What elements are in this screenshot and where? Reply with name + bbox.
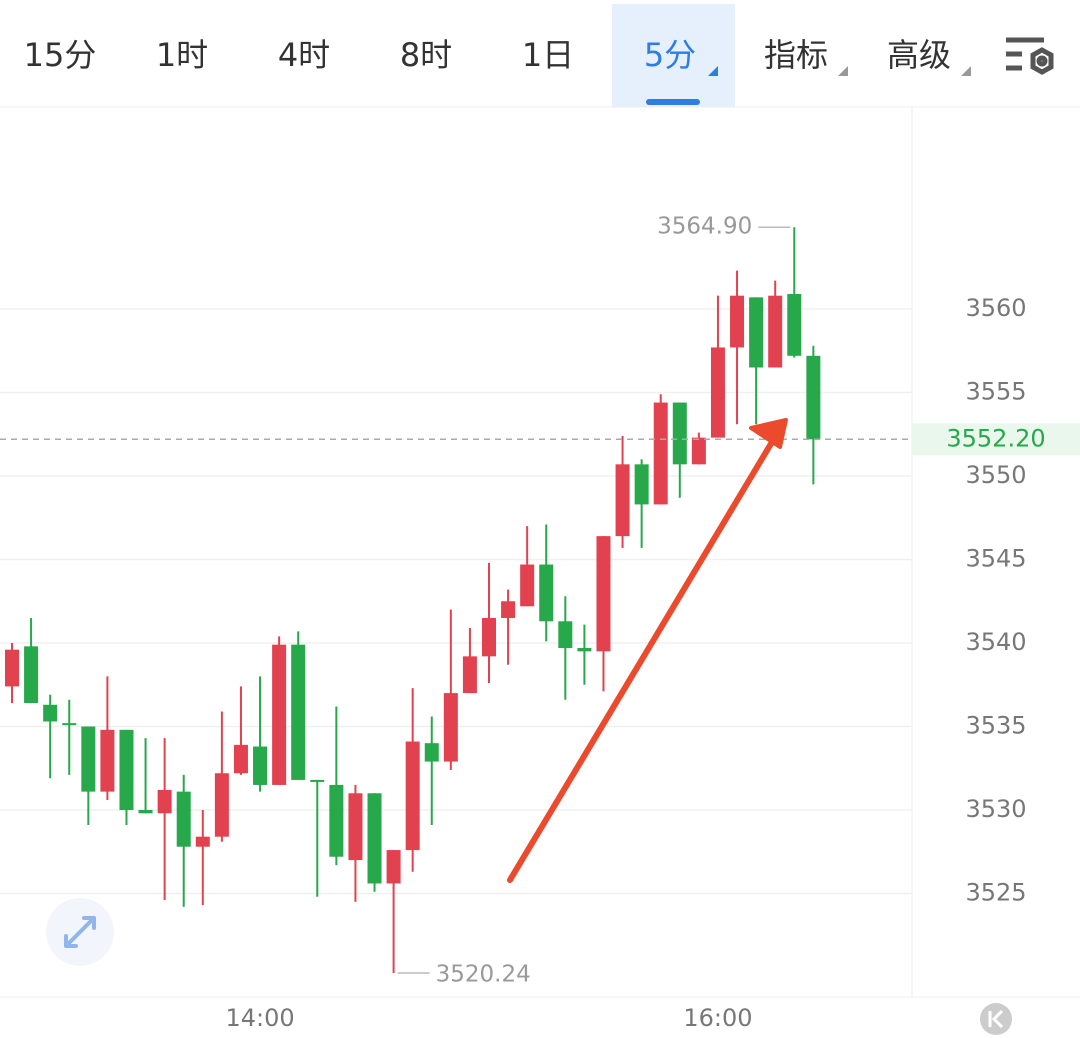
candle-body [367,793,382,884]
tab[interactable]: 4时 [278,36,330,74]
candle-body [5,649,19,687]
tab[interactable]: 1时 [156,36,208,74]
candle-body [233,744,248,774]
candle-body [176,791,191,847]
candle-body [24,646,39,704]
dropdown-caret [961,66,971,76]
candle-body [272,644,287,785]
x-tick-label: 16:00 [683,1004,752,1032]
candle-body [138,809,153,814]
tab[interactable]: 15分 [24,36,97,74]
dropdown-caret [838,66,848,76]
candle-body [100,729,115,792]
candle-body [768,295,783,368]
last-price-label: 3552.20 [946,424,1045,452]
candle-body [62,723,77,726]
x-tick-label: 14:00 [225,1004,294,1032]
scroll-button[interactable] [980,1003,1012,1035]
candle-body [539,564,554,622]
tab[interactable]: 8时 [400,36,452,74]
candle-body [482,617,496,657]
active-tab-bg [612,4,735,107]
max-label: 3564.90 [657,214,752,240]
candle-body [634,464,649,505]
candle-body [577,648,592,652]
tab[interactable]: 1日 [522,36,574,74]
candle-body [195,836,210,847]
candle-body [710,347,725,438]
candle-body [405,741,420,851]
candle-body [691,437,706,465]
chart: 3525 3530 3535 3540 3545 3550 3555 3560 14:00 16:… [0,214,1080,1032]
candle-body [424,743,439,762]
candle-body [615,464,630,537]
y-tick-label: 3525 [965,878,1026,906]
last-price-box [912,423,1080,456]
candle-body [348,793,363,861]
candle-body [329,784,344,857]
candle-body [386,850,401,884]
y-tick-label: 3555 [965,378,1026,406]
y-tick-label: 3540 [965,628,1026,656]
arrow-head [749,418,788,449]
candle-body [787,294,802,356]
candle-body [157,789,172,814]
tab[interactable]: 5分 [644,36,696,74]
tab[interactable]: 指标 [764,36,828,74]
candle-body [806,355,821,440]
candle-body [730,295,745,348]
y-tick-label: 3535 [965,711,1026,739]
y-tick-label: 3550 [965,461,1026,489]
candle-body [43,704,58,722]
min-label: 3520.24 [436,961,531,987]
candle-body [81,726,96,792]
active-tab-indicator [646,99,700,105]
tab[interactable]: 高级 [887,36,951,74]
y-tick-label: 3545 [965,545,1026,573]
candle-body [749,297,764,368]
candle-body [291,644,306,780]
candle-body [501,601,516,618]
dropdown-caret [708,66,718,76]
y-tick-label: 3560 [965,294,1026,322]
candle-body [653,402,668,505]
candle-body [558,621,573,649]
candle-body [253,746,268,785]
candle-body [520,564,535,607]
arrow [507,429,781,883]
settings-icon[interactable] [1006,37,1054,75]
candle-body [443,693,458,762]
candle-body [310,779,325,782]
candle-body [672,402,687,465]
candle-body [214,773,229,837]
expand-button[interactable] [46,898,114,966]
y-tick-label: 3530 [965,795,1026,823]
candle-body [462,656,477,694]
candle-body [119,729,134,810]
candle-body [596,536,611,652]
